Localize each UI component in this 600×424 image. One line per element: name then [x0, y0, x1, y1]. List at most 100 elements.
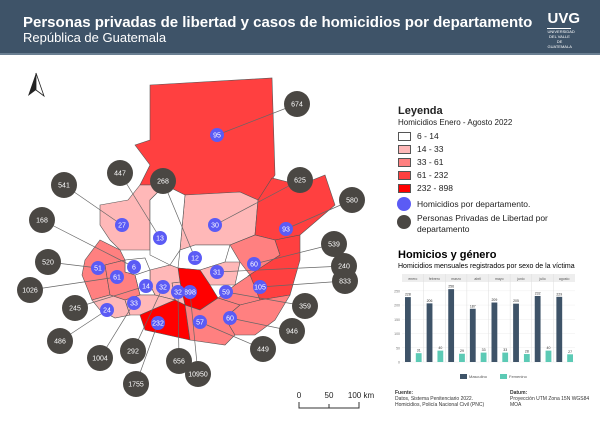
- north-arrow-icon-half: [35, 72, 45, 98]
- bar-femenino: [523, 354, 530, 362]
- gender-bar-chart: 0 50 100 150 200 250 enero 228 31 febrero 206 40 mar…: [394, 274, 575, 379]
- homicides-value: 12: [191, 256, 199, 263]
- prisoners-value: 1004: [92, 356, 108, 363]
- prisoners-value: 447: [114, 171, 126, 178]
- homicides-value: 13: [156, 236, 164, 243]
- homicides-bubble: [115, 218, 129, 232]
- homicides-value: 61: [113, 275, 121, 282]
- legend-swatch: [398, 171, 411, 180]
- month-label: febrero: [429, 277, 440, 281]
- legend-swatch-femenino: [500, 374, 507, 379]
- homicides-bubble: [127, 260, 141, 274]
- prisoners-bubble: [279, 318, 305, 344]
- bar-masculino: [405, 297, 411, 362]
- bar-label: 229: [556, 292, 562, 296]
- prisoners-value: 541: [58, 183, 70, 190]
- prisoners-symbol-icon: [397, 215, 411, 229]
- homicides-bubble: [210, 128, 224, 142]
- bar-label: 187: [470, 304, 476, 308]
- prisoners-bubble: [284, 91, 310, 117]
- prisoners-bubble: [62, 295, 88, 321]
- prisoners-value: 359: [299, 304, 311, 311]
- homicides-value: 57: [196, 320, 204, 327]
- bar-label: 256: [448, 285, 454, 289]
- prisoners-value: 625: [294, 178, 306, 185]
- leader-line: [216, 265, 345, 273]
- legend-title: Leyenda: [398, 105, 443, 117]
- prisoners-value: 1026: [22, 288, 38, 295]
- legend-swatch-masculino: [460, 374, 467, 379]
- scale-tick: 100 km: [348, 391, 375, 400]
- homicides-value: 33: [130, 301, 138, 308]
- prisoners-bubble: [185, 361, 211, 387]
- month-label: agosto: [559, 277, 570, 281]
- homicides-bubble: [139, 279, 153, 293]
- homicides-bubble: [223, 311, 237, 325]
- leader-line: [225, 291, 306, 307]
- homicides-value: 232: [152, 321, 164, 328]
- chart-legend-label: Femenino: [509, 374, 528, 379]
- prisoners-bubble: [166, 348, 192, 374]
- bar-label: 28: [525, 350, 529, 354]
- prisoners-value: 168: [36, 218, 48, 225]
- homicides-value: 51: [94, 266, 102, 273]
- homicides-symbol-label: Homicidios por departamento.: [417, 199, 531, 209]
- bar-label: 228: [405, 293, 411, 297]
- leader-line: [29, 276, 118, 291]
- bar-label: 209: [491, 298, 497, 302]
- prisoners-value: 10950: [188, 372, 208, 379]
- bar-femenino: [545, 350, 552, 362]
- bar-femenino: [459, 353, 465, 362]
- y-tick-label: 150: [394, 318, 400, 322]
- prisoners-value: 1755: [128, 382, 144, 389]
- page-title: Personas privadas de libertad y casos de…: [23, 14, 533, 31]
- prisoners-bubble: [120, 338, 146, 364]
- header: Personas privadas de libertad y casos de…: [0, 0, 600, 55]
- prisoners-value: 449: [257, 347, 269, 354]
- prisoners-bubble: [51, 172, 77, 198]
- homicides-bubble: [100, 303, 114, 317]
- bar-label: 31: [417, 349, 421, 353]
- bar-femenino: [437, 350, 444, 362]
- bar-femenino: [480, 352, 487, 362]
- bar-masculino: [556, 296, 563, 362]
- homicides-value: 95: [213, 133, 221, 140]
- homicides-value: 93: [282, 227, 290, 234]
- month-label: abril: [474, 277, 481, 281]
- chart-subtitle: Homicidios mensuales registrados por sex…: [398, 263, 575, 270]
- homicides-value: 14: [142, 284, 150, 291]
- bar-label: 40: [438, 346, 442, 350]
- footer-datum: Datum: Proyección UTM Zona 15N WGS84 MOA: [510, 390, 590, 408]
- y-tick-label: 100: [394, 332, 400, 336]
- legend-class-label: 232 - 898: [417, 183, 453, 193]
- homicides-bubble: [110, 270, 124, 284]
- leader-line: [162, 180, 196, 259]
- homicides-value: 60: [226, 316, 234, 323]
- prisoners-bubble: [47, 328, 73, 354]
- homicides-value: 898: [184, 290, 196, 297]
- homicides-value: 27: [118, 223, 126, 230]
- legend-swatch: [398, 158, 411, 167]
- month-label: marzo: [451, 277, 461, 281]
- bar-label: 29: [460, 349, 464, 353]
- bar-label: 205: [513, 299, 519, 303]
- homicides-bubble: [91, 261, 105, 275]
- leader-line: [259, 280, 346, 288]
- prisoners-bubble: [339, 187, 365, 213]
- legend-class-label: 61 - 232: [417, 170, 449, 180]
- legend-swatch: [398, 145, 411, 154]
- y-tick-label: 50: [396, 346, 400, 350]
- prisoners-bubble: [332, 268, 358, 294]
- bar-label: 40: [547, 346, 551, 350]
- month-label: julio: [538, 277, 545, 281]
- prisoners-bubble: [35, 249, 61, 275]
- bar-femenino: [415, 353, 422, 362]
- month-label: junio: [516, 277, 524, 281]
- homicides-bubble: [188, 251, 202, 265]
- north-arrow-icon: [28, 73, 36, 96]
- page-subtitle: República de Guatemala: [23, 30, 167, 45]
- footer-source: Fuente: Datos, Sistema Penitenciario 2022…: [395, 390, 485, 408]
- bar-label: 206: [427, 299, 433, 303]
- chart-legend-label: Masculino: [469, 374, 488, 379]
- prisoners-bubble: [17, 277, 43, 303]
